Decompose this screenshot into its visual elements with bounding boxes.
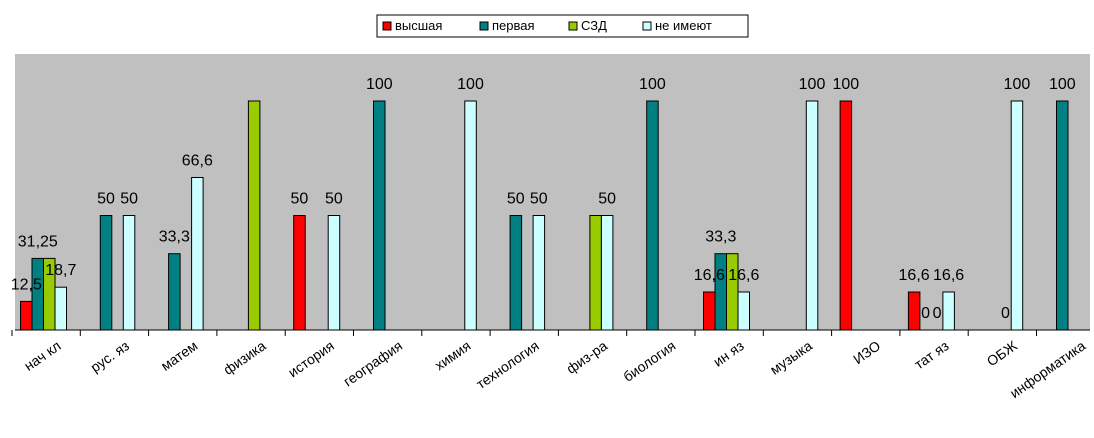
bar-СЗД-8 — [589, 215, 602, 331]
x-tick-label: история — [285, 337, 337, 380]
x-tick-label: ИЗО — [850, 337, 883, 367]
x-tick-label: матем — [158, 337, 201, 373]
x-tick-label: физика — [220, 337, 269, 378]
bar-высшая-0 — [20, 300, 33, 331]
bar-первая-5 — [373, 100, 386, 331]
legend-swatch — [479, 21, 489, 31]
data-label: 31,25 — [18, 233, 58, 250]
bar-первая-1 — [99, 215, 113, 331]
data-label: 100 — [366, 76, 393, 93]
data-label: 16,6 — [933, 267, 964, 284]
data-label: 100 — [1049, 76, 1076, 93]
x-tick-label: рус. яз — [87, 337, 132, 375]
bar-первая-9 — [646, 100, 659, 331]
data-label: 100 — [1004, 76, 1031, 93]
bar-первая-10 — [714, 253, 727, 331]
data-label: 50 — [291, 191, 309, 208]
bar-СЗД-3 — [247, 100, 261, 331]
bar-не-имеют-8 — [600, 215, 614, 331]
data-label: 50 — [120, 191, 138, 208]
x-tick-label: география — [340, 337, 405, 389]
data-label: 16,6 — [899, 267, 930, 284]
data-label: 16,6 — [728, 267, 759, 284]
bar-первая-2 — [168, 253, 181, 331]
x-tick-label: технология — [473, 337, 542, 392]
data-label: 12,5 — [11, 276, 42, 293]
data-label: 0 — [921, 305, 930, 322]
x-tick-label: тат яз — [911, 337, 951, 372]
x-tick-label: нач кл — [21, 337, 64, 374]
bar-первая-15 — [1056, 100, 1069, 331]
data-label: 0 — [933, 305, 942, 322]
x-tick-label: ин яз — [710, 337, 747, 369]
bar-первая-7 — [509, 215, 523, 331]
bar-высшая-12 — [839, 100, 853, 331]
bar-высшая-10 — [703, 291, 716, 331]
category-dividers — [11, 330, 1037, 336]
bar-не-имеют-7 — [532, 215, 546, 331]
bar-не-имеют-10 — [737, 291, 750, 331]
bar-не-имеют-4 — [327, 215, 341, 331]
data-label: 50 — [97, 191, 115, 208]
data-label: 50 — [507, 191, 525, 208]
bar-не-имеют-11 — [805, 100, 819, 331]
bar-не-имеют-13 — [942, 291, 955, 331]
legend-label: не имеют — [655, 18, 712, 33]
bar-высшая-4 — [293, 215, 306, 331]
legend: высшая первая СЗД не имеют — [376, 14, 749, 38]
x-tick-label: биология — [620, 337, 678, 384]
data-label: 50 — [598, 191, 616, 208]
data-label: 33,3 — [705, 229, 736, 246]
legend-swatch — [642, 21, 652, 31]
x-tick-label: ОБЖ — [984, 337, 1020, 369]
bar-не-имеют-0 — [54, 286, 67, 331]
x-tick-label: музыка — [767, 337, 815, 377]
data-label: 18,7 — [45, 262, 76, 279]
data-label: 50 — [325, 191, 343, 208]
data-label: 100 — [639, 76, 666, 93]
data-label: 100 — [799, 76, 826, 93]
legend-swatch — [568, 21, 578, 31]
x-tick-label: информатика — [1007, 337, 1089, 401]
bar-высшая-13 — [907, 291, 921, 331]
bar-не-имеют-14 — [1010, 100, 1024, 331]
legend-frame — [376, 14, 749, 38]
data-label: 33,3 — [159, 229, 190, 246]
data-labels: 12,5 31,25 18,7 50 50 33,3 66,6 50 50 100 100 50 50 5… — [11, 76, 1076, 322]
bar-СЗД-10 — [726, 253, 739, 331]
bars — [20, 100, 1069, 331]
x-tick-label: физ-ра — [563, 337, 610, 377]
data-label: 16,6 — [694, 267, 725, 284]
legend-swatch — [382, 21, 392, 31]
bar-не-имеют-1 — [122, 215, 136, 331]
legend-label: СЗД — [581, 18, 607, 33]
data-label: 100 — [457, 76, 484, 93]
data-label: 0 — [1001, 305, 1010, 322]
legend-label: высшая — [395, 18, 442, 33]
bar-не-имеют-6 — [464, 100, 477, 331]
bar-не-имеют-2 — [191, 177, 204, 331]
data-label: 66,6 — [182, 153, 213, 170]
bar-первая-0 — [31, 257, 44, 331]
data-label: 50 — [530, 191, 548, 208]
data-label: 100 — [832, 76, 859, 93]
x-axis-ticks: нач кл рус. яз матем физика история география… — [21, 337, 1088, 401]
x-tick-label: химия — [432, 337, 474, 373]
legend-label: первая — [492, 18, 535, 33]
